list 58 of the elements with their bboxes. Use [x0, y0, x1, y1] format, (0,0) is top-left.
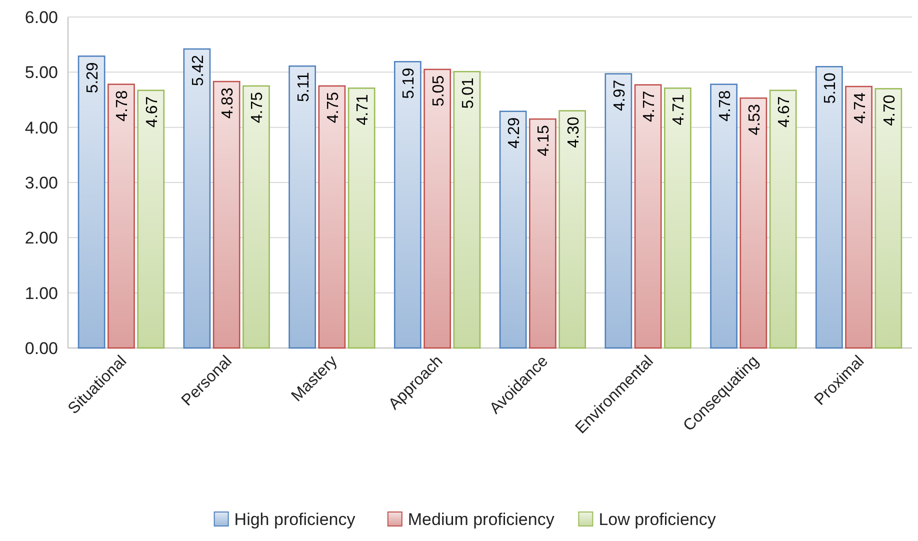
bar — [604, 73, 632, 349]
y-tick-label: 2.00 — [24, 228, 58, 248]
y-tick-label: 3.00 — [24, 174, 58, 192]
bar — [740, 97, 768, 349]
bar — [288, 65, 316, 349]
bar — [78, 56, 106, 349]
bar — [137, 90, 165, 349]
bar — [664, 88, 692, 349]
legend-label: Medium proficiency — [408, 510, 555, 529]
data-label: 4.15 — [536, 124, 553, 156]
data-label: 4.29 — [506, 117, 524, 148]
data-label: 4.67 — [144, 96, 161, 128]
data-label: 5.11 — [295, 72, 312, 102]
data-label: 5.29 — [84, 62, 102, 94]
data-label: 5.01 — [460, 78, 477, 109]
y-tick-label: 1.00 — [24, 284, 58, 303]
y-tick-label: 6.00 — [24, 8, 58, 27]
bar — [424, 68, 452, 349]
bar — [558, 110, 586, 349]
bar — [318, 85, 346, 349]
y-tick-label: 4.00 — [24, 118, 58, 138]
bar — [348, 88, 376, 349]
bar — [212, 80, 240, 349]
bar — [394, 61, 422, 349]
data-label: 4.97 — [611, 80, 628, 111]
data-label: 4.71 — [670, 94, 688, 126]
bar — [874, 88, 902, 349]
data-label: 4.30 — [565, 116, 582, 148]
data-label: 5.10 — [822, 72, 840, 104]
data-label: 4.78 — [716, 90, 734, 122]
bar — [815, 66, 843, 349]
bar — [528, 118, 556, 349]
bar — [845, 86, 872, 349]
data-label: 4.71 — [354, 94, 372, 126]
legend-label: Low proficiency — [598, 510, 716, 529]
bar — [634, 84, 662, 349]
data-label: 4.75 — [249, 92, 266, 124]
data-label: 5.42 — [190, 54, 207, 86]
data-label: 4.70 — [881, 94, 898, 126]
data-label: 4.74 — [852, 92, 869, 124]
data-label: 4.83 — [220, 87, 237, 119]
data-label: 5.05 — [430, 75, 448, 107]
bar — [453, 70, 481, 349]
data-label: 4.78 — [114, 90, 132, 122]
data-label: 4.67 — [776, 96, 794, 128]
bar — [710, 84, 738, 349]
data-label: 4.77 — [641, 90, 658, 122]
bar — [499, 110, 527, 349]
bar — [242, 85, 270, 349]
data-label: 4.75 — [324, 92, 342, 124]
y-tick-label: 0.00 — [24, 339, 58, 358]
bar — [769, 90, 797, 349]
legend-label: High proficiency — [234, 510, 356, 529]
bar — [183, 48, 211, 349]
data-label: 5.19 — [400, 68, 418, 99]
data-label: 4.53 — [746, 104, 764, 136]
bar — [108, 84, 135, 349]
y-tick-label: 5.00 — [24, 63, 58, 82]
